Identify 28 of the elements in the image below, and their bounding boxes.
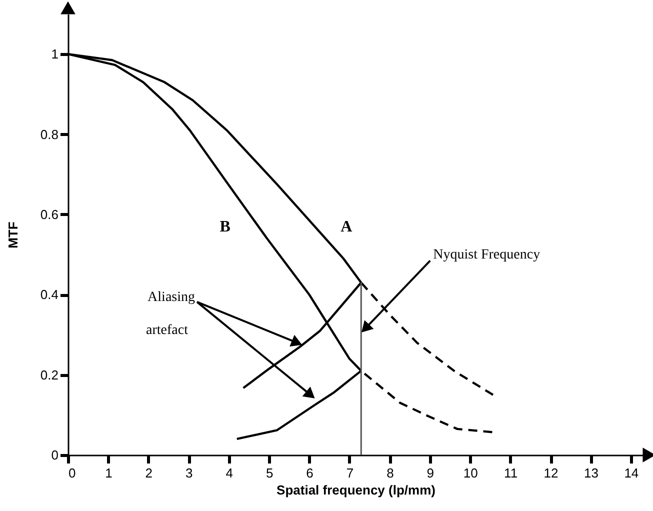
y-tick-label: 0.4: [40, 287, 58, 302]
x-tick-label: 1: [105, 466, 112, 480]
annotation: Aliasing: [148, 290, 196, 305]
x-tick-label: 3: [186, 466, 193, 480]
x-tick-label: 4: [226, 466, 233, 480]
annotation: Nyquist Frequency: [433, 248, 540, 263]
y-axis-title: MTF: [5, 222, 20, 248]
x-tick-label: 8: [386, 466, 394, 480]
x-tick-label: 0: [68, 466, 76, 480]
x-tick-label: 7: [346, 466, 354, 480]
y-tick-label: 0: [51, 448, 58, 462]
y-tick-label: 0.2: [40, 367, 58, 382]
x-tick-label: 5: [266, 466, 274, 480]
x-tick-label: 12: [544, 466, 558, 480]
series-label: A: [340, 218, 353, 236]
y-tick-label: 0.8: [40, 126, 58, 142]
x-tick-label: 9: [426, 466, 434, 480]
y-tick-label: 0.6: [40, 206, 58, 222]
annotation: artefact: [146, 322, 188, 338]
x-tick-label: 14: [624, 466, 639, 480]
x-axis-title: Spatial frequency (lp/mm): [276, 482, 436, 498]
x-tick-label: 11: [504, 466, 518, 480]
series-label: B: [220, 218, 231, 236]
x-tick-label: 2: [145, 466, 153, 480]
x-tick-label: 13: [584, 466, 598, 480]
y-tick-label: 1: [51, 46, 58, 62]
x-tick-label: 6: [306, 466, 314, 480]
x-tick-label: 10: [463, 466, 478, 480]
